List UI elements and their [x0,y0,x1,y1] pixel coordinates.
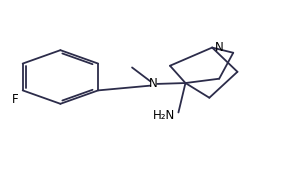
Text: N: N [149,77,158,90]
Text: F: F [12,93,19,106]
Text: N: N [214,41,223,54]
Text: H₂N: H₂N [153,108,176,122]
